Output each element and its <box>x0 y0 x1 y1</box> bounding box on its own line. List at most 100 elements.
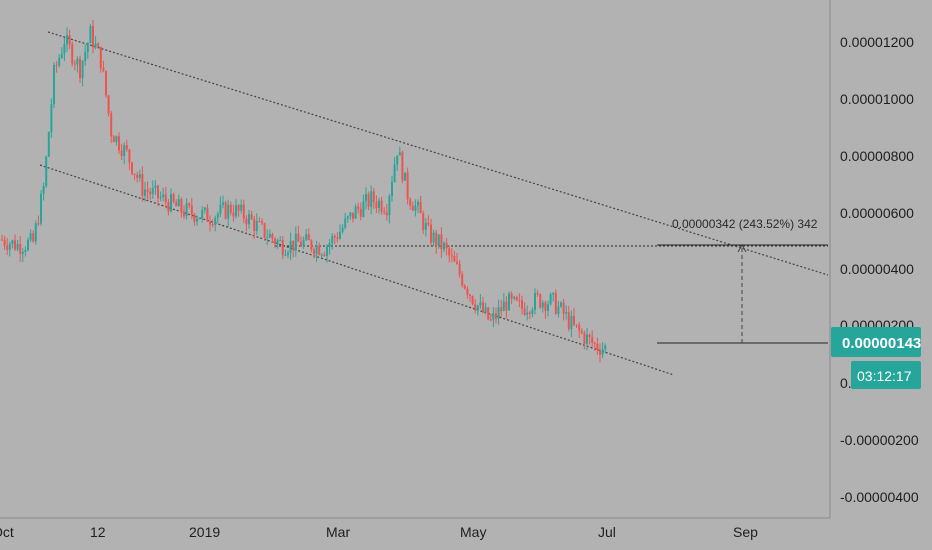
candle-body <box>81 60 84 79</box>
candle-body <box>521 300 523 309</box>
candle-body <box>466 288 469 295</box>
candle-body <box>404 172 406 181</box>
candle-body <box>471 296 474 305</box>
candle-body <box>177 198 180 207</box>
candle-body <box>370 191 373 207</box>
candle-body <box>362 201 365 217</box>
candle-body <box>344 218 347 228</box>
candle-body <box>315 245 318 255</box>
channel-lower-trendline[interactable] <box>39 164 675 376</box>
candle-body <box>417 202 419 206</box>
candle-body <box>188 203 191 206</box>
candle-body <box>515 296 518 301</box>
candle-body <box>120 150 123 157</box>
candle-body <box>453 255 456 262</box>
candle-body <box>53 64 55 105</box>
candle-body <box>588 334 591 338</box>
candle-body <box>214 217 217 226</box>
candle-body <box>146 189 149 192</box>
price-tick-label: -0.00000400 <box>840 489 919 505</box>
candle-body <box>422 213 425 230</box>
channel-upper-trendline[interactable] <box>47 31 829 276</box>
candle-body <box>268 234 271 238</box>
candle-body <box>37 223 40 225</box>
candle-body <box>118 136 120 151</box>
measure-arrow-icon <box>737 243 747 253</box>
candle-body <box>541 302 544 308</box>
candle-body <box>258 221 261 223</box>
candle-body <box>326 246 328 256</box>
price-tick-label: 0.00001200 <box>840 34 914 50</box>
candle-body <box>219 204 222 214</box>
candle-body <box>458 263 461 275</box>
candle-body <box>599 350 601 355</box>
candle-body <box>255 221 258 232</box>
candle-body <box>526 312 529 315</box>
candle-body <box>352 212 354 219</box>
candle-body <box>149 191 152 195</box>
candle-body <box>331 236 334 244</box>
candle-body <box>570 315 573 329</box>
candle-body <box>354 206 357 219</box>
candle-body <box>549 294 552 305</box>
candle-body <box>131 162 133 174</box>
candle-body <box>144 189 146 196</box>
candle-body <box>557 306 560 314</box>
candle-body <box>300 241 302 247</box>
candle-body <box>500 307 503 312</box>
candle-body <box>411 205 414 211</box>
candle-body <box>42 186 45 195</box>
time-tick-label: Sep <box>733 524 758 540</box>
candle-body <box>274 238 276 244</box>
candle-body <box>183 211 185 217</box>
candle-body <box>310 240 313 250</box>
candle-body <box>495 313 497 319</box>
candle-body <box>276 240 279 244</box>
candle-body <box>164 194 167 203</box>
candle-body <box>24 250 27 252</box>
current-price-label: 0.00000143 <box>842 335 921 352</box>
candle-body <box>534 292 536 310</box>
candle-body <box>16 244 19 250</box>
candle-body <box>216 213 219 218</box>
candle-body <box>456 261 458 264</box>
price-axis[interactable]: 0.00001200 0.00001000 0.00000800 0.00000… <box>840 34 919 505</box>
candle-body <box>157 185 159 198</box>
candle-body <box>8 244 11 250</box>
candle-body <box>133 173 136 175</box>
candle-body <box>479 302 482 306</box>
candle-body <box>29 233 32 240</box>
candle-body <box>318 245 321 255</box>
candle-body <box>123 145 126 157</box>
candle-body <box>159 197 162 199</box>
candle-body <box>385 212 388 216</box>
candle-body <box>383 211 386 213</box>
candle-body <box>63 44 66 54</box>
candle-body <box>224 202 227 219</box>
candle-body <box>380 200 383 212</box>
time-tick-label: Jul <box>598 524 616 540</box>
candle-body <box>419 202 422 214</box>
candle-body <box>151 188 154 195</box>
candle-body <box>89 26 92 44</box>
candle-body <box>154 185 157 189</box>
candle-body <box>393 164 396 182</box>
candle-body <box>445 242 448 249</box>
candle-body <box>302 239 305 247</box>
candle-body <box>190 205 193 215</box>
candle-body <box>242 204 245 219</box>
candle-body <box>489 319 492 321</box>
candle-body <box>60 53 63 58</box>
candle-body <box>409 199 412 206</box>
candle-body <box>99 46 102 69</box>
time-axis[interactable]: Oct 12 2019 Mar May Jul Sep <box>0 524 758 540</box>
candle-body <box>339 231 341 239</box>
candle-body <box>508 293 510 311</box>
candle-body <box>84 51 87 61</box>
candle-body <box>294 233 297 251</box>
candle-body <box>313 249 315 255</box>
candle-body <box>583 333 586 344</box>
candle-body <box>440 234 443 250</box>
